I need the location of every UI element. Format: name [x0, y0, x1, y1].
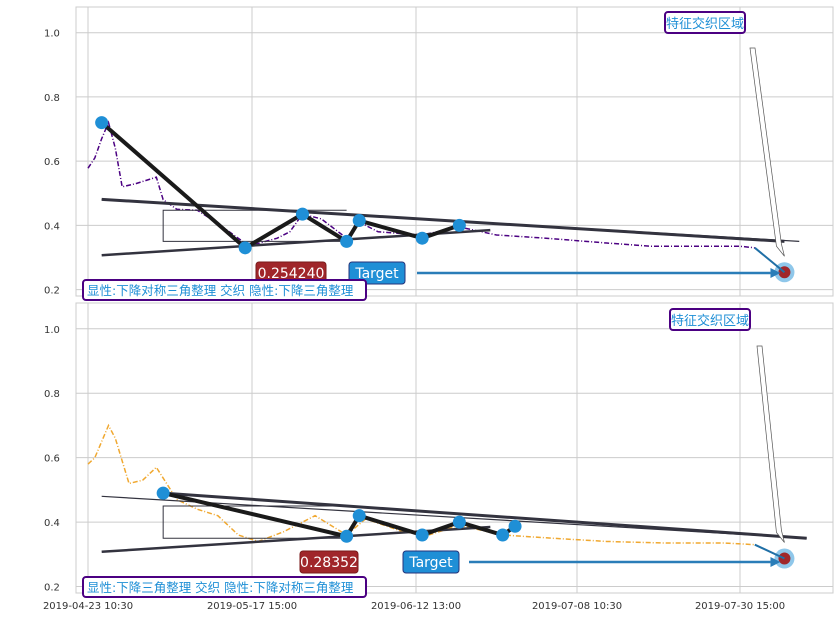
price-line: [87, 423, 755, 546]
pivot-point: [340, 529, 354, 543]
pivot-point: [95, 116, 109, 130]
y-tick-label: 0.2: [44, 583, 60, 594]
forecast-line: [754, 247, 786, 274]
target-value-label: 0.254240: [258, 266, 325, 282]
panel-2: 0.2 0.4 0.6 0.8 1.0 2019-04-23 10:30 2019-05-1…: [43, 302, 834, 612]
target-box: [402, 550, 460, 574]
pivot-point: [238, 241, 252, 255]
pivot-point: [352, 214, 366, 228]
y-tick-label: 1.0: [44, 29, 60, 40]
pivot-point: [452, 218, 466, 232]
pivot-point: [415, 231, 429, 245]
panel-1: 0.2 0.4 0.6 0.8 1.0 特征交织区域 0.254240 Target显性:下降…: [44, 6, 834, 301]
pivot-point: [156, 486, 170, 500]
region-arrow: [749, 47, 785, 257]
pivot-point: [452, 515, 466, 529]
y-tick-label: 0.2: [44, 286, 60, 297]
target-label: Target: [408, 555, 453, 571]
pivot-point: [508, 519, 522, 533]
region-label-box: [664, 11, 746, 34]
plot-area: [75, 6, 834, 297]
forecast-line: [754, 543, 785, 560]
plot-area: [75, 302, 834, 594]
pivot-point: [496, 528, 510, 542]
x-tick-label: 2019-07-30 15:00: [695, 601, 785, 612]
region-arrow: [756, 345, 785, 543]
y-tick-label: 0.8: [44, 389, 60, 400]
upper-trend-line: [101, 197, 785, 243]
target-value-label: 0.28352: [300, 555, 358, 571]
y-tick-label: 0.6: [44, 454, 60, 465]
x-tick-label: 2019-04-23 10:30: [43, 601, 133, 612]
pattern-label-box: [82, 279, 367, 301]
x-tick-label: 2019-07-08 10:30: [532, 601, 622, 612]
price-line: [87, 120, 755, 249]
y-tick-label: 0.4: [44, 518, 60, 529]
x-tick-label: 2019-06-12 13:00: [371, 601, 461, 612]
region-label-box: [669, 308, 751, 331]
target-arrowhead: [770, 557, 781, 567]
region-label: 特征交织区域: [666, 16, 744, 32]
x-tick-label: 2019-05-17 15:00: [207, 601, 297, 612]
pivot-point: [415, 528, 429, 542]
y-tick-label: 0.6: [44, 157, 60, 168]
pattern-label-box: [82, 576, 367, 598]
pattern-label: 显性:下降三角整理 交织 隐性:下降对称三角整理: [87, 580, 354, 595]
y-tick-label: 0.8: [44, 93, 60, 104]
pattern-label: 显性:下降对称三角整理 交织 隐性:下降三角整理: [87, 283, 354, 298]
y-tick-label: 0.4: [44, 221, 60, 232]
target-value-box: [299, 550, 359, 574]
region-label: 特征交织区域: [671, 313, 749, 329]
target-box: [348, 261, 406, 285]
pivot-point: [352, 509, 366, 523]
pivot-point: [340, 234, 354, 248]
pivot-point: [295, 207, 309, 221]
upper-trend-line: [163, 491, 807, 540]
y-tick-label: 1.0: [44, 325, 60, 336]
target-label: Target: [354, 266, 399, 282]
target-arrowhead: [770, 268, 781, 278]
